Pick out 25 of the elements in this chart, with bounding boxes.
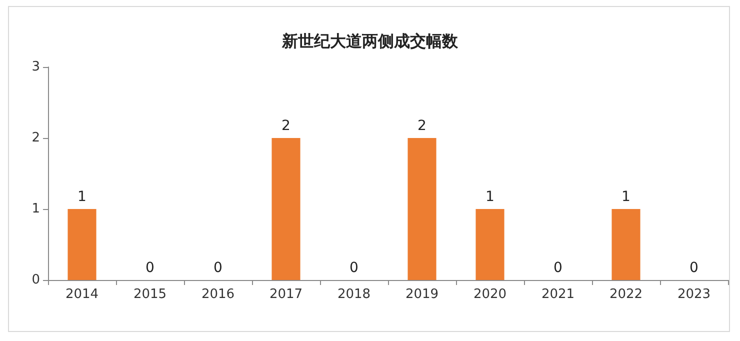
x-tick-label: 2017 (269, 287, 303, 302)
y-tick-label: 0 (32, 272, 40, 288)
y-tick-label: 2 (32, 130, 40, 146)
data-label: 0 (690, 260, 698, 276)
x-tick-label: 2020 (473, 287, 507, 302)
x-tick-label: 2023 (677, 287, 711, 302)
data-label: 0 (214, 260, 222, 276)
data-label: 0 (554, 260, 562, 276)
x-tick-label: 2015 (133, 287, 167, 302)
data-label: 1 (622, 189, 630, 205)
chart-title: 新世纪大道两侧成交幅数 (281, 32, 459, 50)
x-tick-label: 2019 (405, 287, 439, 302)
data-label: 0 (146, 260, 154, 276)
y-tick-label: 1 (32, 202, 40, 216)
x-tick-label: 2021 (541, 287, 575, 302)
data-label: 2 (282, 118, 290, 134)
data-label: 2 (418, 118, 426, 134)
data-label: 1 (78, 189, 86, 205)
data-label: 1 (486, 189, 494, 205)
x-tick-label: 2018 (337, 287, 371, 302)
x-tick-label: 2014 (65, 287, 99, 302)
data-label: 0 (350, 260, 358, 276)
x-tick-label: 2022 (609, 287, 643, 302)
x-tick-label: 2016 (201, 287, 235, 302)
y-tick-label: 3 (32, 60, 40, 74)
